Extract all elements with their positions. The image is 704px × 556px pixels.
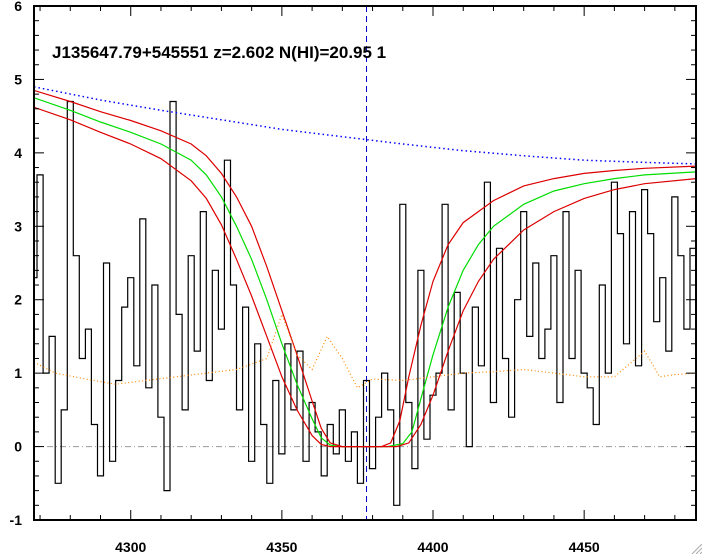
resize-grip-icon bbox=[691, 543, 702, 554]
y-tick-label: 0 bbox=[14, 439, 22, 455]
x-tick-label: 4350 bbox=[266, 539, 297, 555]
y-tick-label: 3 bbox=[14, 218, 22, 234]
y-tick-label: 4 bbox=[14, 145, 22, 161]
y-tick-label: 5 bbox=[14, 71, 22, 87]
y-tick-label: 1 bbox=[14, 365, 22, 381]
continuum-series bbox=[34, 86, 696, 165]
dla-model-lower-series bbox=[34, 106, 696, 448]
flux-spectrum-series bbox=[34, 100, 696, 506]
chart-title: J135647.79+545551 z=2.602 N(HI)=20.95 1 bbox=[52, 43, 386, 62]
y-tick-label: 6 bbox=[14, 0, 22, 14]
x-tick-label: 4450 bbox=[569, 539, 600, 555]
y-tick-label: -1 bbox=[10, 512, 23, 528]
plot-frame bbox=[33, 5, 697, 521]
y-tick-label: 2 bbox=[14, 292, 22, 308]
x-tick-label: 4400 bbox=[417, 539, 448, 555]
dla-model-series bbox=[34, 97, 696, 448]
x-tick-label: 4300 bbox=[115, 539, 146, 555]
dla-model-upper-series bbox=[34, 89, 696, 448]
